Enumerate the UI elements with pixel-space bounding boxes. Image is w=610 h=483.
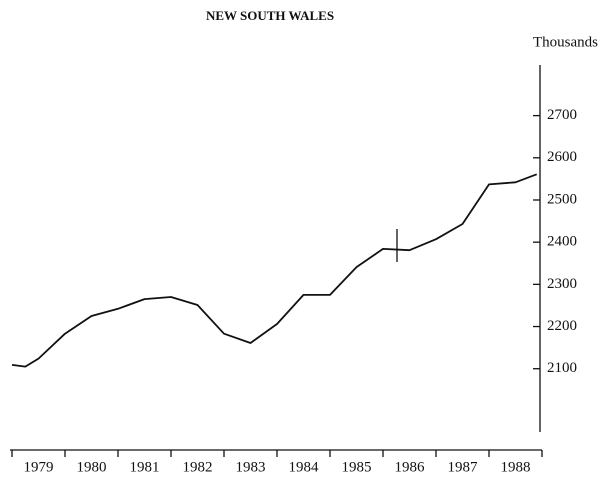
- y-tick-label: 2200: [547, 318, 577, 334]
- x-tick-label: 1979: [24, 459, 54, 475]
- x-tick-label: 1986: [395, 459, 426, 475]
- x-tick-label: 1980: [77, 459, 107, 475]
- y-tick-label: 2500: [547, 191, 577, 207]
- x-tick-label: 1987: [448, 459, 479, 475]
- x-tick-label: 1983: [236, 459, 266, 475]
- x-tick-label: 1988: [501, 459, 531, 475]
- y-tick-label: 2700: [547, 107, 577, 123]
- y-tick-label: 2600: [547, 149, 577, 165]
- y-tick-label: 2400: [547, 234, 577, 250]
- y-axis-label: Thousands: [533, 34, 598, 50]
- y-tick-label: 2300: [547, 276, 577, 292]
- x-tick-label: 1981: [130, 459, 160, 475]
- x-tick-label: 1985: [342, 459, 372, 475]
- x-tick-label: 1984: [289, 459, 320, 475]
- chart-title: NEW SOUTH WALES: [206, 8, 334, 23]
- x-tick-label: 1982: [183, 459, 213, 475]
- y-tick-label: 2100: [547, 360, 577, 376]
- data-line: [11, 173, 538, 368]
